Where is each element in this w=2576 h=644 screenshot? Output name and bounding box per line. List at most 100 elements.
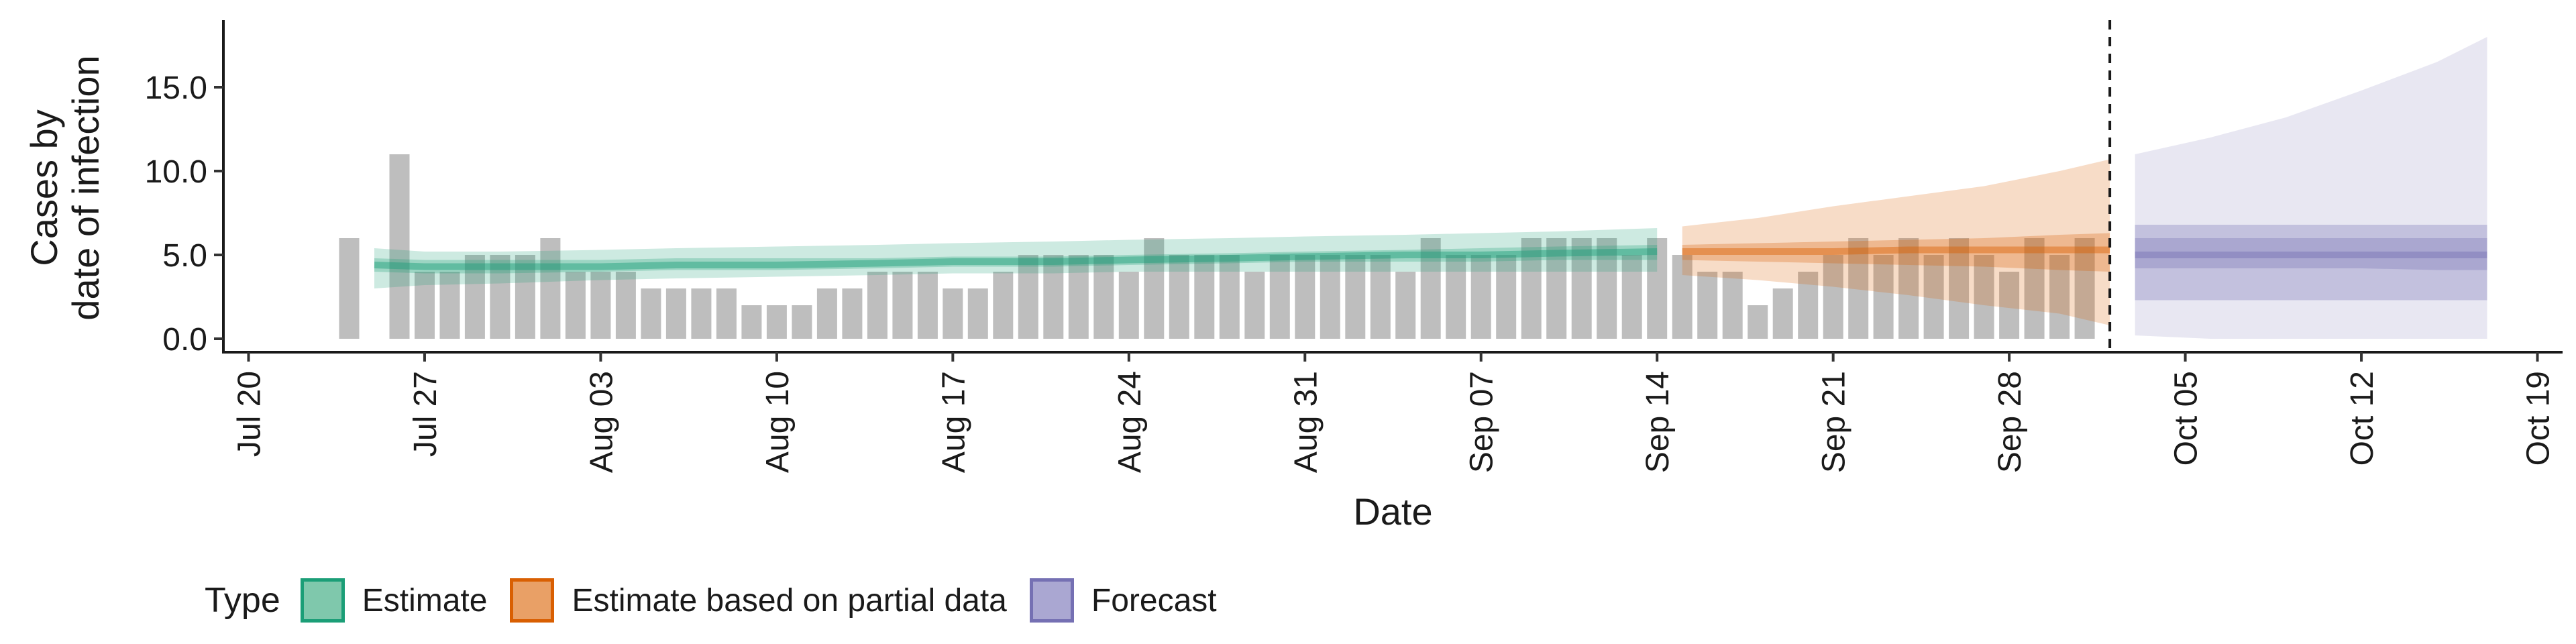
case-bar <box>1320 255 1340 339</box>
case-bar <box>1219 255 1240 339</box>
case-bar <box>1722 272 1743 339</box>
y-tick-label: 0.0 <box>162 322 207 358</box>
case-bar <box>1772 288 1793 339</box>
forecast-band-50 <box>2135 238 2487 270</box>
case-bar <box>716 288 737 339</box>
estimate-band-50 <box>374 245 1658 274</box>
y-axis-title: Cases bydate of infection <box>23 55 107 320</box>
legend-label-forecast: Forecast <box>1091 582 1217 619</box>
case-bar <box>1898 238 1919 339</box>
case-bar <box>917 272 938 339</box>
case-bar <box>1295 255 1316 339</box>
legend-item-partial-estimate: Estimate based on partial data <box>510 578 1007 623</box>
x-tick-label: Sep 14 <box>1640 371 1676 473</box>
x-tick-label: Sep 28 <box>1992 371 2028 473</box>
case-bar <box>943 288 963 339</box>
case-bar <box>439 272 460 339</box>
case-bar <box>1597 238 1617 339</box>
case-bar <box>1118 272 1139 339</box>
case-bar <box>993 272 1014 339</box>
x-tick-label: Sep 21 <box>1817 371 1852 473</box>
case-bar <box>1647 238 1668 339</box>
x-tick-label: Aug 24 <box>1112 371 1148 473</box>
case-bar <box>1068 255 1089 339</box>
case-bar <box>741 305 762 339</box>
case-bar <box>1194 255 1215 339</box>
case-bar <box>867 272 888 339</box>
case-bar <box>816 288 837 339</box>
case-bar <box>590 272 611 339</box>
legend-item-forecast: Forecast <box>1029 578 1217 623</box>
case-bar <box>1018 255 1038 339</box>
y-tick-label: 5.0 <box>162 238 207 274</box>
legend-item-estimate: Estimate <box>300 578 488 623</box>
x-tick-label: Aug 17 <box>936 371 971 473</box>
case-bar <box>1043 255 1064 339</box>
case-bar <box>1244 272 1265 339</box>
legend-label-partial-estimate: Estimate based on partial data <box>572 582 1007 619</box>
estimate-median-line <box>374 248 1658 270</box>
legend-label-estimate: Estimate <box>362 582 488 619</box>
case-bar <box>1546 238 1567 339</box>
case-bar <box>1798 272 1819 339</box>
x-tick-label: Oct 19 <box>2521 371 2557 466</box>
case-bar <box>1748 305 1768 339</box>
case-bar <box>1923 255 1944 339</box>
case-bar <box>540 238 561 339</box>
x-tick-label: Jul 20 <box>231 371 267 457</box>
case-bar <box>967 288 988 339</box>
case-bar <box>1496 255 1517 339</box>
case-bar <box>1571 238 1592 339</box>
case-bar <box>1446 255 1466 339</box>
x-tick-label: Aug 03 <box>584 371 619 473</box>
case-bar <box>615 272 636 339</box>
x-tick-label: Aug 10 <box>760 371 796 473</box>
x-tick-label: Sep 07 <box>1464 371 1500 473</box>
case-bar <box>1949 238 1970 339</box>
observed-cases-bars <box>339 154 2095 339</box>
case-bar <box>1093 255 1114 339</box>
case-bar <box>1420 238 1441 339</box>
case-bar <box>1621 255 1642 339</box>
case-bar <box>415 272 435 339</box>
case-bar <box>691 288 712 339</box>
partial-estimate-band-90 <box>1682 159 2110 325</box>
case-bar <box>1269 255 1290 339</box>
case-bar <box>464 255 485 339</box>
x-tick-label: Jul 27 <box>408 371 443 457</box>
axes: 0.0 5.0 10.0 15.0 Jul 20 Jul 27 Aug 03 Aug 10 Au… <box>23 20 2563 533</box>
case-bar <box>1144 238 1165 339</box>
case-bar <box>1470 255 1491 339</box>
case-bar <box>1873 255 1894 339</box>
y-tick-label: 15.0 <box>145 70 207 106</box>
case-bar <box>842 288 863 339</box>
x-tick-label: Aug 31 <box>1288 371 1324 473</box>
case-bar <box>2074 238 2095 339</box>
case-bar <box>389 154 410 339</box>
case-bar <box>1848 238 1869 339</box>
forecast-band-90 <box>2135 225 2487 301</box>
legend-title: Type <box>205 581 280 620</box>
legend-swatch-partial-estimate <box>510 578 555 623</box>
case-bar <box>1345 255 1366 339</box>
y-axis-title-line: Cases by <box>23 109 65 266</box>
case-bar <box>892 272 913 339</box>
case-bar <box>1672 255 1693 339</box>
case-bar <box>1169 255 1189 339</box>
case-bar <box>515 255 535 339</box>
y-axis-title-line: date of infection <box>64 55 107 320</box>
estimate-band-90 <box>374 228 1658 288</box>
case-bar <box>1395 272 1416 339</box>
forecast-band-outer <box>2135 37 2487 339</box>
legend: Type Estimate Estimate based on partial … <box>205 577 1240 624</box>
case-bar <box>1999 272 2020 339</box>
case-bar <box>792 305 812 339</box>
case-bar <box>2024 238 2045 339</box>
case-bar <box>2049 255 2070 339</box>
x-tick-label: Oct 05 <box>2169 371 2204 466</box>
x-tick-label: Oct 12 <box>2345 371 2380 466</box>
legend-swatch-forecast <box>1029 578 1074 623</box>
legend-swatch-estimate <box>300 578 345 623</box>
case-bar <box>339 238 360 339</box>
